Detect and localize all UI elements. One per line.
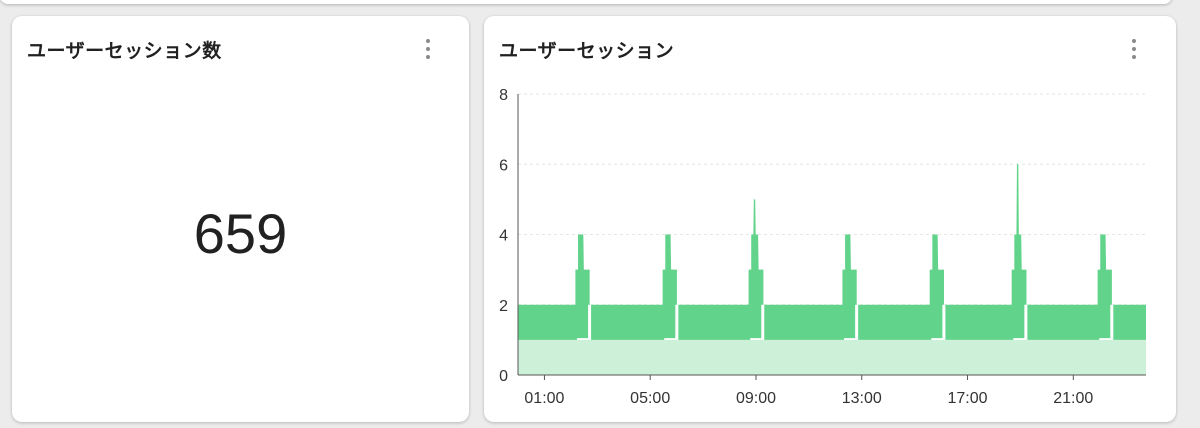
- previous-panel-edge: [0, 0, 1200, 10]
- series-main-band: [1024, 304, 1100, 340]
- y-tick-label: 2: [499, 298, 508, 315]
- x-tick-label: 21:00: [1053, 390, 1093, 407]
- spike-gap: [675, 304, 679, 340]
- x-tick-label: 09:00: [736, 390, 776, 407]
- more-vert-icon[interactable]: [1126, 36, 1142, 62]
- spike-gap: [1110, 304, 1114, 340]
- series-spike: [575, 234, 590, 339]
- series-spike: [662, 234, 677, 339]
- spike-gap: [942, 304, 946, 340]
- session-count-value: 659: [193, 202, 288, 265]
- kebab-dot: [1132, 47, 1136, 51]
- series-lower-band: [518, 339, 1146, 375]
- series-main-band: [942, 304, 1014, 340]
- x-tick-label: 17:00: [947, 390, 987, 407]
- x-tick-label: 01:00: [524, 390, 564, 407]
- series-main-band: [855, 304, 932, 340]
- axes: [517, 94, 1146, 376]
- x-tick-label: 13:00: [842, 390, 882, 407]
- series-spike: [842, 234, 857, 339]
- x-tick-label: 05:00: [630, 390, 670, 407]
- session-chart-title: ユーザーセッション: [499, 40, 675, 62]
- series-main-band: [518, 304, 577, 340]
- spike-gap: [588, 304, 592, 340]
- session-count-card: ユーザーセッション数 659: [12, 16, 469, 422]
- spike-gap: [761, 304, 765, 340]
- y-tick-label: 0: [499, 368, 508, 385]
- series-main-band: [588, 304, 665, 340]
- kebab-dot: [426, 55, 430, 59]
- y-tick-label: 8: [499, 87, 508, 104]
- series-spike: [748, 199, 764, 339]
- y-tick-label: 6: [499, 157, 508, 174]
- spike-gap: [855, 304, 859, 340]
- series-main-band: [761, 304, 845, 340]
- more-vert-icon[interactable]: [420, 36, 436, 62]
- x-tick-labels: 01:00 05:00 09:00 13:00 17:00 21:00: [524, 375, 1093, 407]
- session-chart-card: ユーザーセッション 0 2 4 6 8 01:00 05:00 09:00 13:00 17:0…: [484, 16, 1176, 422]
- y-tick-labels: 0 2 4 6 8: [499, 87, 508, 385]
- spike-gap: [1024, 304, 1028, 340]
- previous-panel-card: [0, 0, 1172, 4]
- kebab-dot: [426, 47, 430, 51]
- kebab-dot: [1132, 55, 1136, 59]
- session-area-chart[interactable]: 0 2 4 6 8 01:00 05:00 09:00 13:00 17:00 21:00: [484, 16, 1176, 422]
- series-main-band: [1110, 304, 1146, 340]
- series-spike: [1097, 234, 1112, 339]
- series-areas: [518, 164, 1146, 375]
- series-main-band: [675, 304, 751, 340]
- series-spike: [1011, 164, 1027, 339]
- grid-lines: [518, 93, 1146, 306]
- kebab-dot: [1132, 39, 1136, 43]
- kebab-dot: [426, 39, 430, 43]
- series-spike: [929, 234, 944, 339]
- y-tick-label: 4: [499, 228, 508, 245]
- session-count-title: ユーザーセッション数: [27, 40, 222, 62]
